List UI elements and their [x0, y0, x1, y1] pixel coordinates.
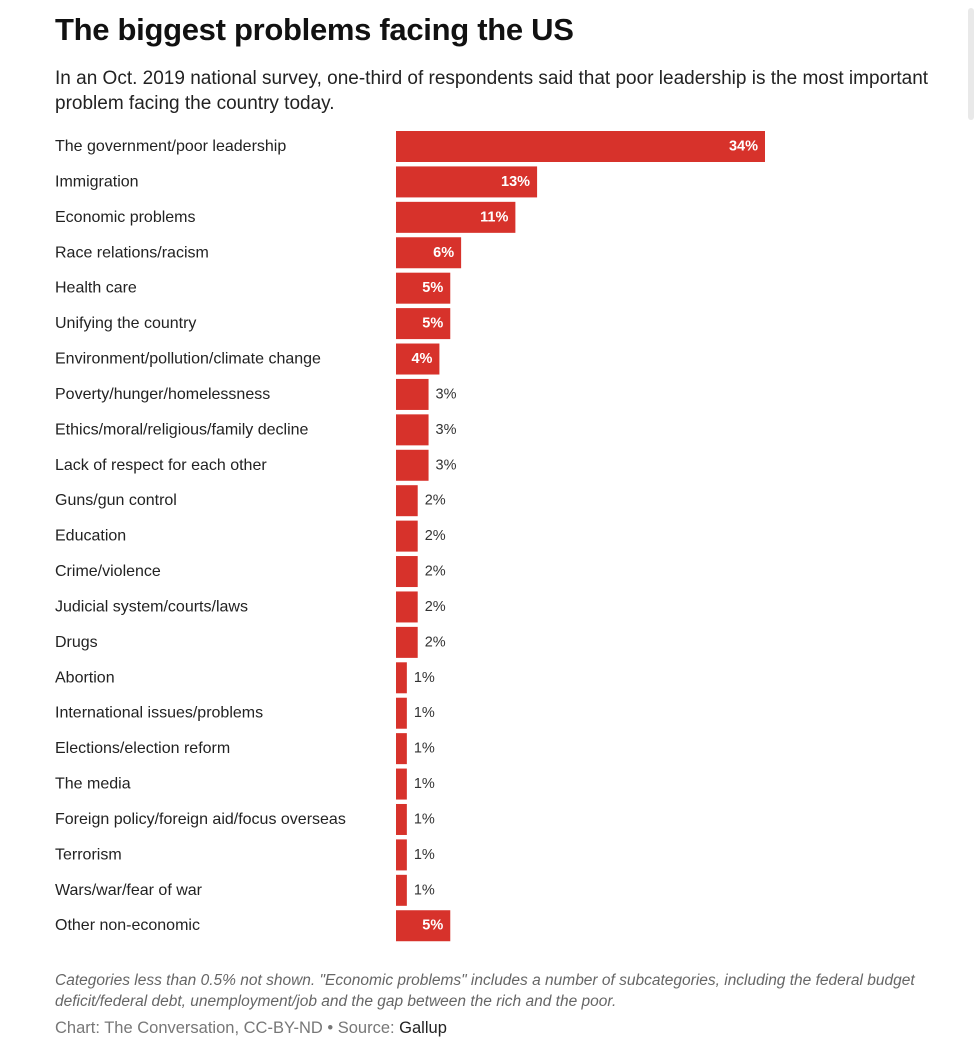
- value-label-guns-gun-control: 2%: [425, 493, 446, 509]
- category-label-elections-election-reform: Elections/election reform: [55, 740, 230, 757]
- value-label-elections-election-reform: 1%: [414, 741, 435, 757]
- bar-abortion: [396, 662, 407, 694]
- value-label-wars-war-fear-of-war: 1%: [414, 882, 435, 898]
- bar-wars-war-fear-of-war: [396, 874, 407, 906]
- bar-crime-violence: [396, 556, 418, 588]
- category-label-abortion: Abortion: [55, 669, 115, 686]
- bar-immigration: [396, 166, 538, 198]
- credit-text: Chart: The Conversation, CC-BY-ND • Sour…: [55, 1019, 400, 1037]
- scrollbar-thumb[interactable]: [968, 8, 974, 120]
- bar-terrorism: [396, 839, 407, 871]
- value-label-unifying-the-country: 5%: [422, 316, 443, 332]
- value-label-foreign-policy-foreign-aid-focus-overseas: 1%: [414, 811, 435, 827]
- bar-lack-of-respect-for-each-other: [396, 449, 429, 481]
- category-label-foreign-policy-foreign-aid-focus-overseas: Foreign policy/foreign aid/focus oversea…: [55, 811, 346, 828]
- bar-unifying-the-country: [396, 308, 451, 340]
- category-label-wars-war-fear-of-war: Wars/war/fear of war: [55, 882, 203, 899]
- bar-guns-gun-control: [396, 485, 418, 517]
- category-label-immigration: Immigration: [55, 173, 139, 190]
- chart-credit: Chart: The Conversation, CC-BY-ND • Sour…: [55, 1019, 447, 1038]
- category-label-the-government-poor-leadership: The government/poor leadership: [55, 138, 286, 155]
- bar-race-relations-racism: [396, 237, 462, 269]
- bar-elections-election-reform: [396, 733, 407, 765]
- bar-ethics-moral-religious-family-decline: [396, 414, 429, 446]
- value-label-drugs: 2%: [425, 634, 446, 650]
- bar-international-issues-problems: [396, 697, 407, 729]
- value-label-education: 2%: [425, 528, 446, 544]
- bar-economic-problems: [396, 201, 516, 233]
- value-label-abortion: 1%: [414, 670, 435, 686]
- category-label-crime-violence: Crime/violence: [55, 563, 161, 580]
- value-label-other-non-economic: 5%: [422, 918, 443, 934]
- value-label-the-media: 1%: [414, 776, 435, 792]
- category-label-drugs: Drugs: [55, 634, 98, 651]
- category-label-unifying-the-country: Unifying the country: [55, 315, 196, 332]
- category-label-guns-gun-control: Guns/gun control: [55, 492, 177, 509]
- category-label-international-issues-problems: International issues/problems: [55, 705, 263, 722]
- category-label-education: Education: [55, 528, 126, 545]
- source-name: Gallup: [399, 1019, 447, 1037]
- value-label-crime-violence: 2%: [425, 564, 446, 580]
- value-label-race-relations-racism: 6%: [433, 245, 454, 261]
- chart-subtitle: In an Oct. 2019 national survey, one-thi…: [55, 68, 929, 114]
- value-label-lack-of-respect-for-each-other: 3%: [436, 457, 457, 473]
- bar-judicial-system-courts-laws: [396, 591, 418, 623]
- category-label-race-relations-racism: Race relations/racism: [55, 244, 209, 261]
- value-label-immigration: 13%: [501, 174, 530, 190]
- bar-poverty-hunger-homelessness: [396, 378, 429, 410]
- chart-title: The biggest problems facing the US: [55, 12, 574, 47]
- category-label-environment-pollution-climate-change: Environment/pollution/climate change: [55, 351, 321, 368]
- value-label-economic-problems: 11%: [480, 209, 508, 225]
- category-label-lack-of-respect-for-each-other: Lack of respect for each other: [55, 457, 267, 474]
- category-label-other-non-economic: Other non-economic: [55, 917, 200, 934]
- category-label-the-media: The media: [55, 776, 131, 793]
- value-label-judicial-system-courts-laws: 2%: [425, 599, 446, 615]
- value-label-ethics-moral-religious-family-decline: 3%: [436, 422, 457, 438]
- value-label-the-government-poor-leadership: 34%: [729, 139, 758, 155]
- bar-the-media: [396, 768, 407, 800]
- bar-health-care: [396, 272, 451, 304]
- value-label-health-care: 5%: [422, 280, 443, 296]
- value-label-international-issues-problems: 1%: [414, 705, 435, 721]
- category-label-poverty-hunger-homelessness: Poverty/hunger/homelessness: [55, 386, 270, 403]
- category-label-economic-problems: Economic problems: [55, 209, 196, 226]
- category-label-health-care: Health care: [55, 280, 137, 297]
- value-label-environment-pollution-climate-change: 4%: [411, 351, 432, 367]
- category-label-judicial-system-courts-laws: Judicial system/courts/laws: [55, 598, 248, 615]
- value-label-poverty-hunger-homelessness: 3%: [436, 386, 457, 402]
- category-label-terrorism: Terrorism: [55, 846, 122, 863]
- bar-other-non-economic: [396, 910, 451, 942]
- bar-education: [396, 520, 418, 552]
- bar-environment-pollution-climate-change: [396, 343, 440, 375]
- bar-drugs: [396, 626, 418, 658]
- bar-foreign-policy-foreign-aid-focus-overseas: [396, 803, 407, 835]
- value-label-terrorism: 1%: [414, 847, 435, 863]
- chart-note: Categories less than 0.5% not shown. "Ec…: [55, 972, 915, 1010]
- category-label-ethics-moral-religious-family-decline: Ethics/moral/religious/family decline: [55, 421, 309, 438]
- bar-the-government-poor-leadership: [396, 131, 765, 162]
